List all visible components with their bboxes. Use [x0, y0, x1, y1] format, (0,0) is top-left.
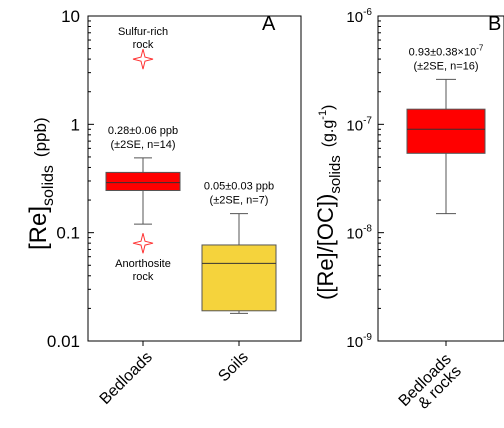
outlier-label: Sulfur-rich [118, 26, 168, 38]
panel-a-ytick-label: 0.1 [56, 224, 80, 243]
panel-b-ylabel: ([Re]/[OC])solids (g.g-1) [313, 105, 344, 300]
outlier-label: rock [133, 39, 154, 51]
box-annotation: (±2SE, n=14) [110, 139, 175, 151]
panel-a-ylabel-main: [Re] [25, 206, 52, 250]
panel-b-ytick-label: 10-8 [346, 224, 372, 243]
panel-b-ytick-label: 10-7 [346, 115, 372, 134]
svg-text:[Re]solids(ppb): [Re]solids (ppb) [25, 117, 57, 250]
panel-b-ylabel-unit-sup: -1 [317, 110, 329, 120]
box-annotation: (±2SE, n=16) [413, 60, 478, 72]
svg-text:([Re]/[OC])solids(g.g-1): ([Re]/[OC])solids (g.g-1) [313, 105, 344, 300]
outlier-star-marker [132, 233, 154, 254]
panel-a-ytick-label: 0.01 [47, 332, 80, 351]
outlier-label: rock [133, 271, 154, 283]
box-annotation: 0.05±0.03 ppb [204, 181, 274, 193]
panel-a-ylabel-unit: (ppb) [31, 117, 50, 157]
panel-a-xtick-label: Bedloads [97, 349, 156, 408]
outlier-star-marker [132, 48, 154, 70]
panel-a-label: A [262, 13, 276, 35]
panel-b-ylabel-unit-close: ) [320, 105, 337, 110]
panel-b-frame [377, 15, 504, 342]
panel-a-box-bedloads-box [105, 171, 181, 192]
panel-a-frame [87, 15, 302, 342]
panel-a-ytick-label: 10 [61, 7, 80, 26]
panel-a-ylabel-sub: solids [40, 165, 57, 206]
panel-b-ylabel-sub: solids [327, 155, 344, 193]
panel-a-xtick-label: Soils [215, 349, 252, 386]
panel-b-ylabel-unit: (g.g [320, 120, 337, 148]
panel-b-label: B [488, 13, 501, 35]
outlier-label: Anorthosite [115, 258, 171, 270]
panel-a-ytick-label: 1 [71, 115, 80, 134]
box-annotation: 0.28±0.06 ppb [108, 125, 178, 137]
box-annotation: 0.93±0.38×10-7 [409, 43, 484, 58]
panel-b-ytick-label: 10-6 [346, 7, 372, 26]
panel-b-ytick-label: 10-9 [346, 332, 372, 351]
panel-a-ylabel: [Re]solids (ppb) [25, 117, 57, 250]
box-annotation: (±2SE, n=7) [210, 195, 269, 207]
panel-b-ylabel-main: ([Re]/[OC]) [313, 194, 338, 300]
panel-a-box-soils-box [201, 244, 277, 312]
panel-b-box-box [406, 108, 486, 154]
